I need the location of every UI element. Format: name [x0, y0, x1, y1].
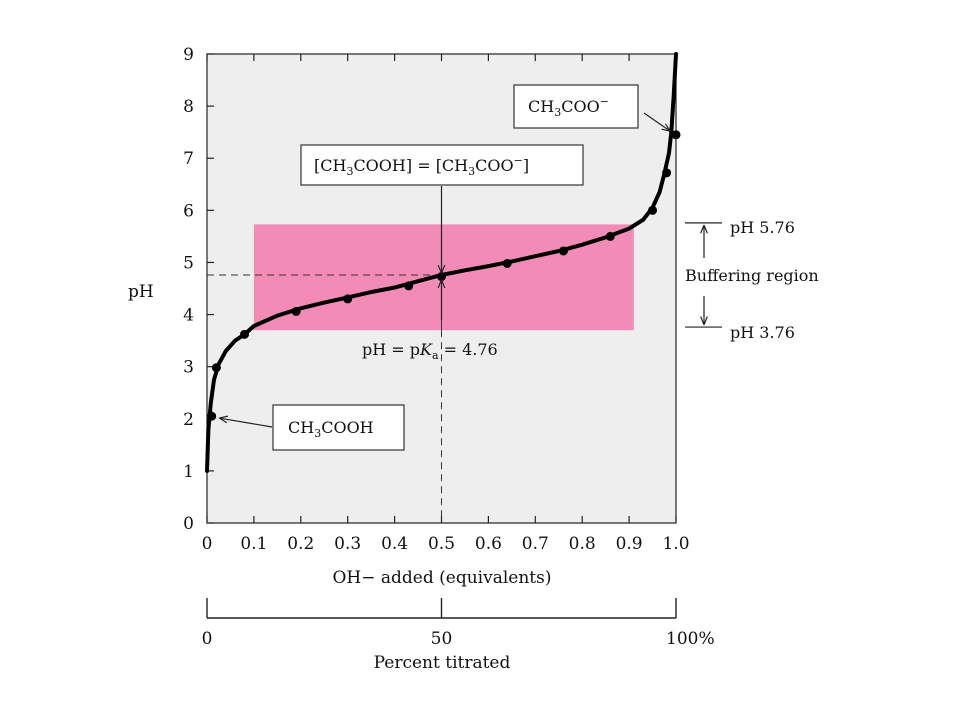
ch3coo-minus-arrow [643, 112, 670, 131]
ch3cooh-label: CH3COOH [288, 418, 374, 440]
ph-low-label: pH 3.76 [730, 323, 795, 342]
y-tick-label: 4 [183, 306, 194, 326]
y-tick-label: 0 [183, 514, 194, 534]
data-point [404, 281, 414, 291]
x-tick-label: 0.5 [428, 534, 455, 554]
x-tick-label: 1.0 [662, 534, 689, 554]
y-tick-label: 1 [183, 462, 194, 482]
x-tick-label: 0 [202, 534, 213, 554]
y-tick-label: 8 [183, 97, 194, 117]
y-tick-label: 3 [183, 358, 194, 378]
x-tick-label: 0.3 [334, 534, 361, 554]
ch3coo-minus-label: CH3COO− [528, 95, 609, 119]
axis-ticks: 0 0.1 0.2 0.3 0.4 0.5 0.6 0.7 0.8 0.9 1.0 0 1 2 3 4 5 6 7 8… [183, 45, 689, 554]
x-tick-label: 0.4 [381, 534, 408, 554]
y-tick-label: 9 [183, 45, 194, 65]
percent-titrated-title: Percent titrated [374, 653, 511, 673]
data-point [502, 258, 512, 268]
percent-tick-label: 50 [431, 629, 453, 649]
percent-tick-label: 0 [202, 629, 213, 649]
x-axis-title: OH− added (equivalents) [333, 568, 552, 588]
buffering-region-label: Buffering region [685, 266, 819, 285]
data-point [211, 363, 221, 373]
data-point [558, 246, 568, 256]
percent-titrated-axis: 0 50 100% [202, 598, 715, 649]
data-point [240, 329, 250, 339]
equal-concentration-label: [CH3COOH] = [CH3COO−] [314, 154, 529, 178]
ch3coo-minus-box [513, 84, 639, 129]
data-point [437, 272, 446, 282]
y-tick-label: 7 [183, 149, 194, 169]
y-axis-title: pH [128, 282, 154, 302]
equal-concentration-box [300, 144, 584, 186]
x-tick-label: 0.7 [522, 534, 549, 554]
data-point [291, 306, 301, 316]
y-tick-label: 6 [183, 201, 194, 221]
data-point [648, 205, 658, 215]
data-points [207, 130, 681, 421]
data-point [671, 130, 681, 140]
percent-tick-label: 100% [666, 629, 715, 649]
annotation-arrows [220, 112, 722, 428]
data-point [343, 294, 353, 304]
y-tick-label: 2 [183, 410, 194, 430]
x-tick-label: 0.9 [616, 534, 643, 554]
x-tick-label: 0.1 [240, 534, 267, 554]
data-point [605, 231, 615, 241]
x-tick-label: 0.6 [475, 534, 502, 554]
data-point [207, 411, 217, 421]
x-tick-label: 0.2 [287, 534, 314, 554]
y-tick-label: 5 [183, 253, 194, 273]
pka-label: pH = pKa = 4.76 [362, 340, 498, 362]
data-point [662, 168, 672, 178]
ch3cooh-box [272, 404, 405, 451]
x-tick-label: 0.8 [569, 534, 596, 554]
ch3cooh-arrow [220, 418, 273, 428]
ph-high-label: pH 5.76 [730, 218, 795, 237]
